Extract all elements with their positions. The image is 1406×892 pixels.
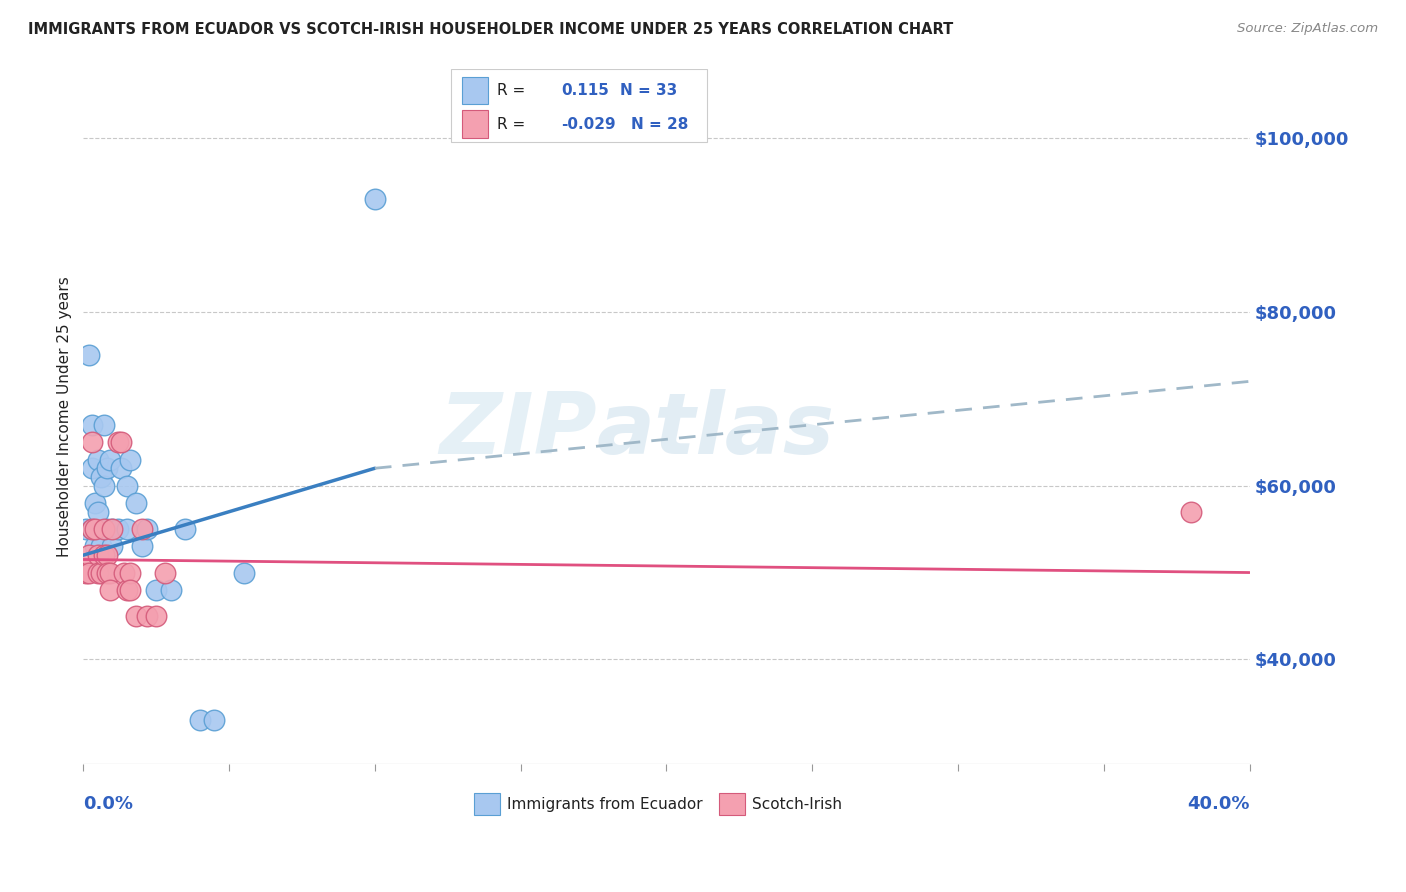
- Text: R =: R =: [498, 117, 526, 131]
- Point: [118, 566, 141, 580]
- Text: ZIP: ZIP: [439, 389, 596, 472]
- Point: [84, 496, 107, 510]
- Point: [77, 566, 100, 580]
- Point: [80, 522, 103, 536]
- Point: [87, 505, 110, 519]
- FancyBboxPatch shape: [451, 69, 707, 142]
- Point: [87, 452, 110, 467]
- Point: [75, 522, 97, 536]
- Text: atlas: atlas: [596, 389, 835, 472]
- Bar: [718, 793, 745, 815]
- Point: [145, 582, 167, 597]
- Y-axis label: Householder Income Under 25 years: Householder Income Under 25 years: [58, 276, 72, 557]
- Bar: [463, 77, 488, 104]
- Point: [101, 540, 124, 554]
- Text: 0.115: 0.115: [561, 83, 609, 98]
- Point: [115, 522, 138, 536]
- Point: [232, 566, 254, 580]
- Point: [80, 417, 103, 432]
- Point: [125, 609, 148, 624]
- Text: -0.029: -0.029: [561, 117, 616, 131]
- Point: [101, 522, 124, 536]
- Point: [1180, 505, 1202, 519]
- Text: R =: R =: [498, 83, 526, 98]
- Point: [112, 566, 135, 580]
- Point: [80, 461, 103, 475]
- Point: [107, 522, 129, 536]
- Point: [107, 435, 129, 450]
- Point: [115, 582, 138, 597]
- Point: [98, 582, 121, 597]
- Point: [96, 566, 118, 580]
- Point: [364, 192, 387, 206]
- Point: [75, 566, 97, 580]
- Point: [80, 435, 103, 450]
- Text: N = 28: N = 28: [631, 117, 689, 131]
- Point: [90, 540, 112, 554]
- Point: [101, 522, 124, 536]
- Point: [204, 713, 226, 727]
- Point: [93, 522, 115, 536]
- Point: [118, 582, 141, 597]
- Point: [87, 566, 110, 580]
- Text: N = 33: N = 33: [620, 83, 678, 98]
- Text: Immigrants from Ecuador: Immigrants from Ecuador: [506, 797, 702, 812]
- Point: [136, 609, 159, 624]
- Point: [115, 478, 138, 492]
- Point: [131, 522, 153, 536]
- Point: [153, 566, 176, 580]
- Point: [96, 548, 118, 562]
- Text: IMMIGRANTS FROM ECUADOR VS SCOTCH-IRISH HOUSEHOLDER INCOME UNDER 25 YEARS CORREL: IMMIGRANTS FROM ECUADOR VS SCOTCH-IRISH …: [28, 22, 953, 37]
- Text: 0.0%: 0.0%: [83, 795, 134, 813]
- Bar: [474, 793, 499, 815]
- Point: [118, 452, 141, 467]
- Point: [98, 566, 121, 580]
- Point: [136, 522, 159, 536]
- Point: [96, 522, 118, 536]
- Point: [77, 348, 100, 362]
- Point: [93, 478, 115, 492]
- Point: [90, 566, 112, 580]
- Text: 40.0%: 40.0%: [1187, 795, 1250, 813]
- Text: Scotch-Irish: Scotch-Irish: [752, 797, 842, 812]
- Point: [80, 522, 103, 536]
- Point: [145, 609, 167, 624]
- Point: [90, 470, 112, 484]
- Point: [84, 540, 107, 554]
- Point: [110, 435, 132, 450]
- Point: [87, 548, 110, 562]
- Point: [84, 522, 107, 536]
- Point: [93, 417, 115, 432]
- Point: [110, 461, 132, 475]
- Point: [93, 548, 115, 562]
- Point: [174, 522, 197, 536]
- Point: [159, 582, 181, 597]
- Point: [131, 540, 153, 554]
- Point: [96, 461, 118, 475]
- Point: [98, 452, 121, 467]
- Point: [77, 548, 100, 562]
- Text: Source: ZipAtlas.com: Source: ZipAtlas.com: [1237, 22, 1378, 36]
- Bar: [463, 111, 488, 138]
- Point: [188, 713, 211, 727]
- Point: [125, 496, 148, 510]
